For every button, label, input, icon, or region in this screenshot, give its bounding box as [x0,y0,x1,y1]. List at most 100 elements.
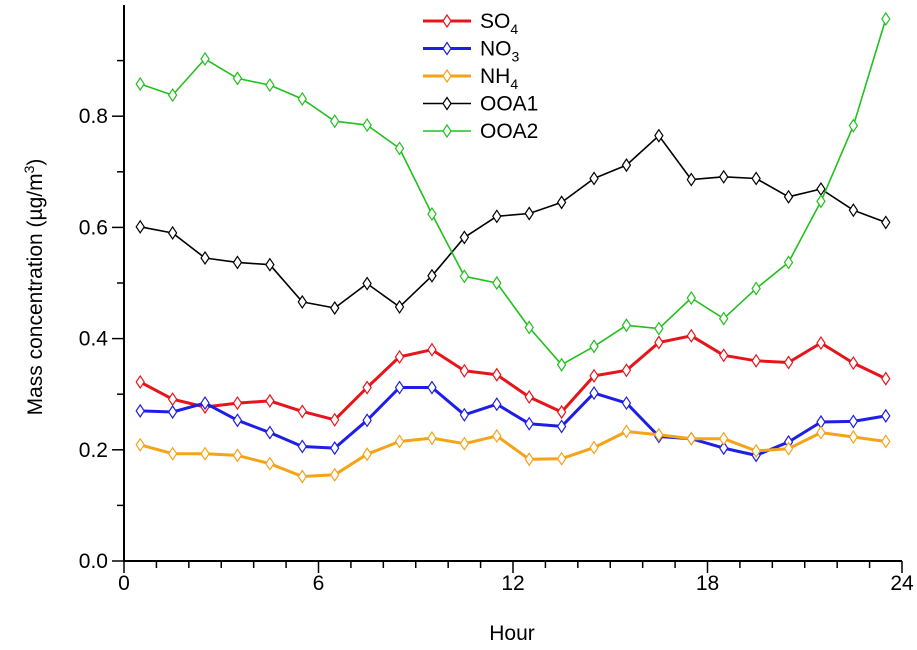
data-point-so4 [686,328,697,343]
y-axis-label: Mass concentration (µg/m3) [21,159,47,416]
data-point-no3 [329,441,340,456]
data-point-ooa2 [686,290,697,306]
data-point-ooa2 [167,87,178,103]
data-point-ooa1 [492,209,502,224]
data-point-nh4 [427,431,437,446]
data-point-nh4 [718,431,729,446]
y-axis-label-tail: ) [24,159,47,166]
y-tick-label: 0.2 [79,439,108,462]
data-point-nh4 [459,436,470,451]
data-point-ooa1 [718,169,729,184]
data-point-no3 [362,413,372,428]
data-point-nh4 [167,446,178,461]
data-point-nh4 [783,441,794,456]
legend-entry-nh4: NH4 [423,65,518,92]
data-point-nh4 [492,428,502,443]
y-tick-label: 0.8 [79,105,108,128]
y-tick-label: 0.4 [79,328,109,351]
data-point-ooa1 [329,300,340,316]
data-point-ooa2 [783,255,794,270]
x-tick-label: 0 [118,572,130,595]
data-point-nh4 [135,437,145,452]
data-point-ooa1 [686,172,697,187]
data-point-so4 [459,363,470,378]
data-point-no3 [589,386,599,401]
data-point-nh4 [362,447,372,462]
data-point-no3 [297,439,308,454]
series-line-ooa1 [140,134,887,309]
data-point-nh4 [621,424,632,439]
x-tick-label: 18 [696,572,719,595]
series-nh4 [135,424,891,484]
legend-swatch-marker [442,13,452,29]
data-point-no3 [265,425,275,440]
data-point-so4 [362,380,372,395]
data-point-so4 [589,368,599,383]
data-point-ooa2 [556,357,567,372]
data-point-no3 [848,414,859,429]
legend-swatch-marker [442,41,452,56]
data-point-ooa1 [783,189,794,204]
data-point-nh4 [751,443,761,458]
series-line-so4 [139,334,887,422]
data-point-so4 [232,396,243,411]
data-point-ooa2 [524,320,534,335]
data-point-ooa2 [329,114,340,129]
data-point-nh4 [200,446,210,461]
data-point-ooa2 [135,76,145,92]
legend-label: NO3 [480,38,520,65]
data-point-so4 [427,342,437,357]
x-axis-label: Hour [489,622,535,645]
data-point-ooa2 [816,194,826,209]
data-point-ooa2 [589,339,599,354]
data-point-so4 [265,393,275,408]
data-point-so4 [654,335,664,350]
series-layer [135,11,891,484]
x-tick-label: 24 [890,572,914,595]
data-point-so4 [783,355,794,370]
data-point-ooa2 [492,275,502,291]
data-point-ooa1 [881,215,891,230]
data-point-ooa1 [427,268,437,283]
data-point-nh4 [686,431,697,446]
data-point-ooa1 [621,158,632,173]
data-point-nh4 [297,469,308,484]
data-point-nh4 [556,451,567,466]
data-point-ooa2 [459,269,470,284]
data-point-so4 [848,355,859,371]
data-point-ooa2 [297,91,308,107]
data-point-ooa2 [394,141,405,156]
data-point-so4 [492,367,502,382]
data-point-no3 [524,416,534,431]
data-point-nh4 [232,448,243,463]
data-point-ooa1 [524,206,534,221]
data-point-no3 [621,396,632,411]
data-point-no3 [200,396,210,411]
legend-label-sub: 3 [512,49,520,65]
data-point-no3 [556,419,567,434]
data-point-so4 [718,348,729,363]
data-point-ooa2 [621,318,632,333]
legend-entry-so4: SO4 [423,10,518,37]
data-point-ooa1 [654,128,664,143]
data-point-ooa1 [459,230,470,245]
data-point-ooa1 [848,203,859,218]
data-point-ooa2 [427,206,437,222]
series-line-ooa2 [139,18,887,366]
data-point-ooa1 [135,219,145,234]
data-point-so4 [881,371,891,386]
legend-swatch-marker [442,68,452,84]
data-point-ooa2 [751,281,761,296]
series-so4 [135,328,891,427]
y-tick-label: 0.0 [79,550,108,573]
data-point-ooa1 [297,294,308,309]
data-point-no3 [135,403,145,418]
data-point-ooa1 [232,255,243,270]
legend-swatch-marker [442,123,452,139]
legend-label: SO4 [480,10,518,37]
data-point-so4 [751,353,761,368]
x-tick-label: 6 [313,572,325,595]
data-point-ooa1 [200,250,210,266]
